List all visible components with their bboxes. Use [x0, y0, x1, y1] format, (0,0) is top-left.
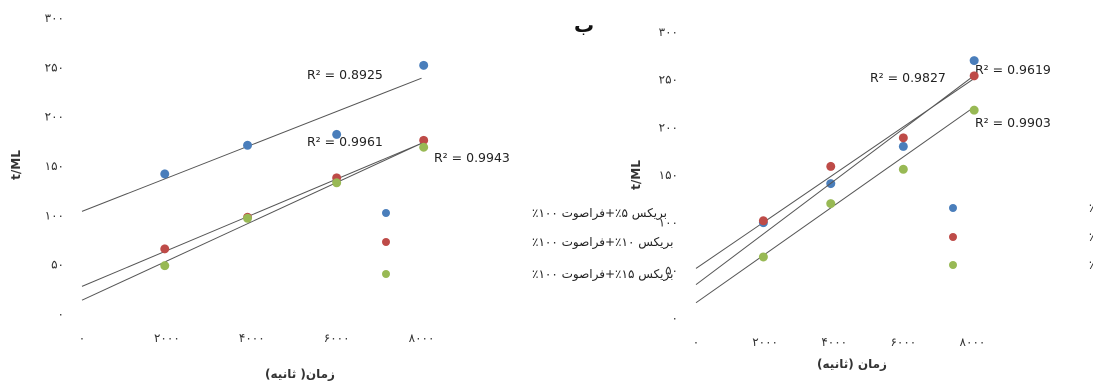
y-tick-label: ۲۰۰ — [659, 120, 678, 134]
data-point — [758, 252, 768, 262]
legend-label: بریکس ۱۰٪+فراصوت ۱۰۰٪ — [532, 235, 673, 250]
y-tick-label: ۱۵۰ — [659, 168, 678, 182]
y-tick-label: ۲۵۰ — [45, 60, 64, 74]
x-tick-label: ۰ — [79, 331, 85, 345]
y-tick-label: ۱۰۰ — [659, 216, 678, 230]
legend-marker — [949, 261, 957, 269]
y-axis-title: t/ML — [629, 160, 643, 190]
legend-marker — [382, 270, 390, 278]
data-point — [243, 140, 253, 150]
data-point — [898, 141, 908, 151]
y-tick-label: ۰ — [58, 307, 64, 321]
x-tick-label: ۶۰۰۰ — [890, 335, 916, 349]
y-tick-label: ۲۵۰ — [659, 73, 678, 87]
x-tick-label: ۰ — [693, 335, 699, 349]
panel-label: ب — [574, 13, 594, 37]
y-tick-label: ۳۰۰ — [45, 11, 64, 25]
y-tick-label: ۰ — [672, 311, 678, 325]
data-point — [826, 161, 836, 171]
x-axis-title: زمان( ثانیه) — [265, 367, 335, 381]
trendline — [81, 142, 422, 287]
data-point — [969, 71, 979, 81]
legend-label: بریکس ۱۵٪+فراصوت ۵۰٪ — [1089, 258, 1093, 273]
data-point — [898, 133, 908, 143]
trendline — [695, 76, 973, 286]
data-point — [419, 60, 429, 70]
legend-marker — [949, 204, 957, 212]
y-tick-label: ۱۵۰ — [45, 159, 64, 173]
r-squared-label: R² = 0.9903 — [975, 115, 1051, 130]
data-point — [332, 178, 342, 188]
y-tick-label: ۱۰۰ — [45, 208, 64, 222]
legend-label: بریکس ۱۵٪+فراصوت ۱۰۰٪ — [532, 267, 673, 282]
y-axis-title: t/ML — [9, 150, 23, 180]
x-tick-label: ۲۰۰۰ — [752, 335, 778, 349]
data-point — [419, 135, 429, 145]
y-tick-label: ۵۰ — [665, 263, 678, 277]
x-tick-label: ۶۰۰۰ — [324, 331, 350, 345]
data-point — [758, 216, 768, 226]
data-point — [826, 199, 836, 209]
legend-marker — [949, 233, 957, 241]
data-point — [160, 169, 170, 179]
data-point — [160, 261, 170, 271]
legend-label: بریکس ۵٪+فراصوت ۵۰٪ — [1089, 201, 1093, 216]
data-point — [243, 213, 253, 223]
r-squared-label: R² = 0.9961 — [307, 134, 383, 149]
data-point — [332, 129, 342, 139]
x-tick-label: ۲۰۰۰ — [154, 331, 180, 345]
r-squared-label: R² = 0.9827 — [870, 70, 946, 85]
x-tick-label: ۴۰۰۰ — [821, 335, 847, 349]
x-axis-title: زمان (ثانیه) — [817, 357, 887, 371]
legend-marker — [382, 209, 390, 217]
data-point — [419, 142, 429, 152]
legend-label: بریکس ۱۰٪+فراصوت ۵۰٪ — [1089, 230, 1093, 245]
data-point — [969, 56, 979, 66]
legend-marker — [382, 238, 390, 246]
y-tick-label: ۲۰۰ — [45, 110, 64, 124]
r-squared-label: R² = 0.9943 — [434, 150, 510, 165]
data-point — [898, 164, 908, 174]
y-tick-label: ۳۰۰ — [659, 25, 678, 39]
x-tick-label: ۸۰۰۰ — [409, 331, 435, 345]
x-tick-label: ۴۰۰۰ — [239, 331, 265, 345]
r-squared-label: R² = 0.9619 — [975, 62, 1051, 77]
y-tick-label: ۵۰ — [51, 258, 64, 272]
data-point — [969, 105, 979, 115]
x-tick-label: ۸۰۰۰ — [960, 335, 986, 349]
r-squared-label: R² = 0.8925 — [307, 67, 383, 82]
legend-label: بریکس ۵٪+فراصوت ۱۰۰٪ — [532, 206, 667, 221]
data-point — [160, 244, 170, 254]
trendline — [81, 142, 422, 301]
